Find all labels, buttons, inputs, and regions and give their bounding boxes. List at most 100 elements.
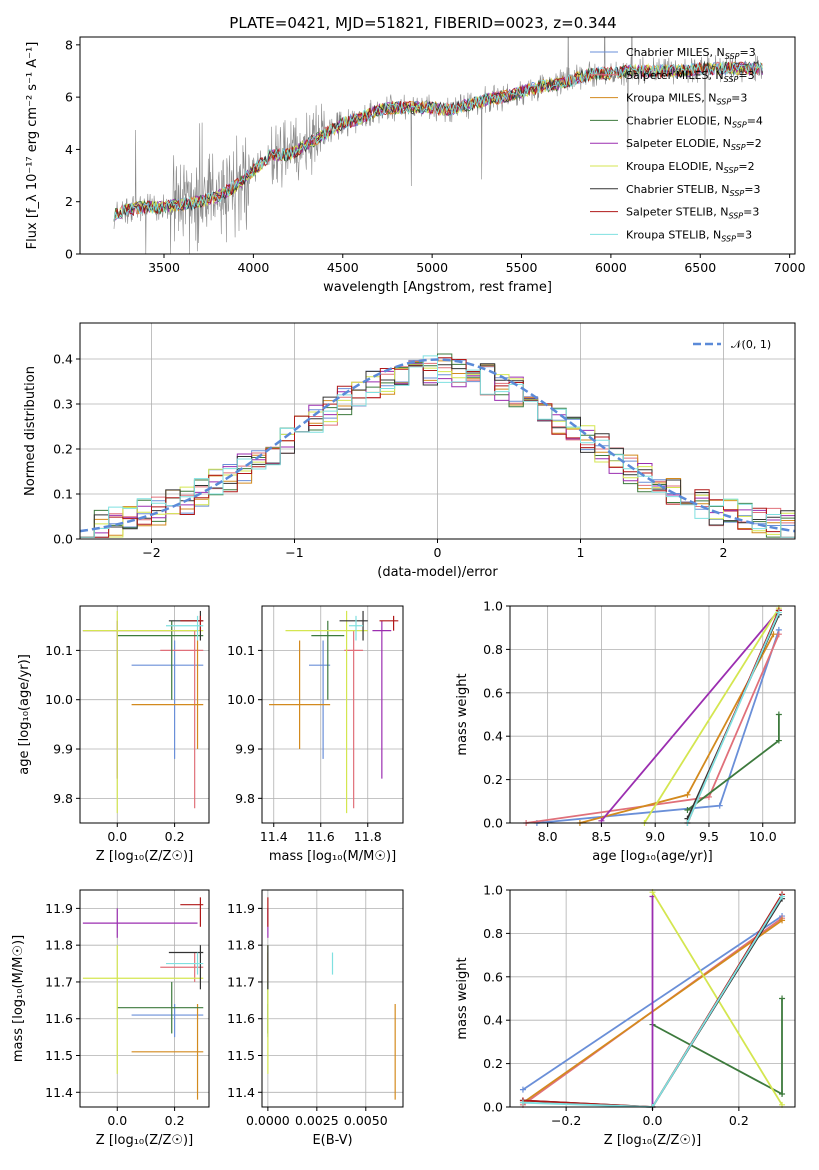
age_vs_mass-ticklabel-x: 11.6 <box>307 829 335 844</box>
residuals-ticklabel-y: 0.2 <box>53 442 73 457</box>
grid-layer <box>80 323 795 1108</box>
mass_weight_vs_age-ticklabel-y: 0.8 <box>483 642 503 657</box>
legend-n-prefix: , N <box>708 69 723 82</box>
legend-n-eq: = <box>739 46 748 59</box>
mass_vs_Z-ticklabel-y: 11.8 <box>45 938 73 953</box>
legend-n-prefix: , N <box>701 92 716 105</box>
spectrum-legend-label: Chabrier MILES, NSSP=3 <box>626 46 756 61</box>
legend-n-prefix: , N <box>710 46 725 59</box>
residuals-ticklabel-y: 0.4 <box>53 352 73 367</box>
mass_weight_vs_age-ticklabel-y: 0.6 <box>483 685 503 700</box>
text-layer: 3500 4000 4500 5000 5500 6000 6500 7000 0 2 4 6 8 wav… <box>11 37 806 1148</box>
mass_weight_vs_Z-ticklabel-y: 0.2 <box>483 1056 503 1071</box>
legend-n-sub: SSP <box>725 52 740 61</box>
mass_weight_vs_age-marker-chabrier_miles <box>716 802 723 809</box>
spectrum-ticklabel-x: 4000 <box>237 260 269 275</box>
mass_weight_vs_age-ticklabel-x: 8.0 <box>538 829 558 844</box>
legend-n-value: 2 <box>755 137 762 150</box>
spectrum-ticklabel-y: 6 <box>65 90 73 105</box>
legend-lib: Kroupa STELIB <box>626 228 706 241</box>
residuals-ticklabel-y: 0.3 <box>53 397 73 412</box>
mass_weight_vs_age-ticklabel-y: 1.0 <box>483 599 503 614</box>
age_vs_Z-ticklabel-x: 0.0 <box>107 829 127 844</box>
residuals-ticklabel-y: 0.0 <box>53 532 73 547</box>
legend-n-eq: = <box>738 160 747 173</box>
age_vs_mass-ticklabel-y: 9.9 <box>235 742 255 757</box>
mass_vs_ebv-ticklabel-x: 0.0050 <box>344 1113 388 1128</box>
spectrum-ticklabel-y: 8 <box>65 37 73 52</box>
legend-n-sub: SSP <box>732 120 747 129</box>
spectrum-legend-label: Kroupa STELIB, NSSP=3 <box>626 228 752 243</box>
residual-legend-label: 𝒩(0, 1) <box>731 338 771 351</box>
residual-gaussian-curve <box>79 358 796 533</box>
spectrum-ticklabel-x: 5000 <box>416 260 448 275</box>
axes-layer <box>76 36 796 1111</box>
age_vs_Z-frame <box>79 605 210 824</box>
mass_weight_vs_Z-line-kroupa_elodie <box>651 891 783 1106</box>
mass_vs_Z-ticklabel-y: 11.7 <box>45 974 73 989</box>
residuals-xlabel: (data-model)/error <box>377 565 498 580</box>
spectrum-model-kroupa_stelib <box>113 61 763 222</box>
legend-n-eq: = <box>746 137 755 150</box>
spectrum-legend-label: Chabrier ELODIE, NSSP=4 <box>626 114 763 129</box>
residuals-ticklabel-x: 0 <box>434 545 442 560</box>
mass_weight_vs_Z-ticklabel-y: 0.0 <box>483 1100 503 1115</box>
spectrum-ticklabel-x: 5500 <box>506 260 538 275</box>
legend-n-value: 3 <box>753 183 760 196</box>
mass_weight_vs_age-ticklabel-x: 8.5 <box>591 829 611 844</box>
age_vs_Z-ticklabel-y: 9.8 <box>53 791 73 806</box>
legend-lib: Salpeter MILES <box>626 69 708 82</box>
mass_weight_vs_age-marker-chabrier_elodie <box>775 711 782 718</box>
mass_vs_ebv-ticklabel-y: 11.5 <box>227 1048 255 1063</box>
spectrum-ylabel: Flux [f_λ 10⁻¹⁷ erg cm⁻² s⁻¹ A⁻¹] <box>25 42 40 250</box>
spectrum-ticklabel-x: 3500 <box>148 260 180 275</box>
legend-n-value: 3 <box>752 206 759 219</box>
age_vs_Z-ylabel: age [log₁₀(age/yr)] <box>17 654 32 775</box>
legend-n-eq: = <box>731 92 740 105</box>
legend-n-sub: SSP <box>731 143 746 152</box>
spectrum-frame <box>79 36 796 255</box>
spectrum-ticklabel-y: 0 <box>65 247 73 262</box>
legend-n-value: 3 <box>748 69 755 82</box>
spectrum-ticklabel-x: 6500 <box>684 260 716 275</box>
mass_weight_vs_Z-ticklabel-x: 0.2 <box>729 1113 749 1128</box>
residuals-ticklabel-x: 1 <box>577 545 585 560</box>
mass_weight_vs_Z-marker-kroupa_miles <box>779 917 786 924</box>
mass_weight_vs_age-marker-salpeter_miles <box>775 631 782 638</box>
legend-lib: Salpeter STELIB <box>626 206 713 219</box>
spectrum-ticklabel-x: 7000 <box>774 260 806 275</box>
residuals-frame <box>79 322 796 540</box>
legend-n-prefix: , N <box>714 183 729 196</box>
age_vs_Z-ticklabel-y: 9.9 <box>53 742 73 757</box>
mass_vs_Z-ticklabel-x: 0.0 <box>107 1113 127 1128</box>
spectrum-legend-label: Salpeter STELIB, NSSP=3 <box>626 206 759 221</box>
spectrum-legend-label: Kroupa ELODIE, NSSP=2 <box>626 160 755 175</box>
age_vs_mass-ticklabel-y: 10.0 <box>227 692 255 707</box>
mass_weight_vs_Z-frame <box>509 889 796 1108</box>
legend-n-sub: SSP <box>728 212 743 221</box>
residuals-ticklabel-y: 0.1 <box>53 487 73 502</box>
mass_weight_vs_age-line-salpeter_elodie <box>600 609 780 822</box>
legend-n-eq: = <box>747 114 756 127</box>
legend-lib: Kroupa MILES <box>626 92 701 105</box>
mass_weight_vs_age-ticklabel-x: 9.0 <box>645 829 665 844</box>
legend-n-prefix: , N <box>706 228 721 241</box>
mass_weight_vs_Z-marker-chabrier_elodie <box>779 1090 786 1097</box>
legend-n-eq: = <box>738 69 747 82</box>
mass_vs_Z-ticklabel-y: 11.4 <box>45 1085 73 1100</box>
legend-n-value: 2 <box>748 160 755 173</box>
spectrum-xlabel: wavelength [Angstrom, rest frame] <box>323 280 552 295</box>
mass_weight_vs_age-line-chabrier_miles <box>536 629 780 824</box>
mass_weight_vs_age-marker-kroupa_stelib <box>775 609 782 616</box>
mass_weight_vs_Z-ticklabel-x: −0.2 <box>551 1113 581 1128</box>
mass_weight_vs_age-line-salpeter_miles <box>525 633 780 824</box>
legend-n-prefix: , N <box>716 137 731 150</box>
mass_vs_Z-ticklabel-y: 11.6 <box>45 1011 73 1026</box>
mass_weight_vs_Z-ticklabel-y: 0.4 <box>483 1013 503 1028</box>
mass_vs_ebv-ticklabel-y: 11.6 <box>227 1011 255 1026</box>
legend-n-sub: SSP <box>724 166 739 175</box>
age_vs_mass-ticklabel-y: 9.8 <box>235 791 255 806</box>
mass_vs_Z-ticklabel-y: 11.9 <box>45 901 73 916</box>
mass_weight_vs_Z-marker-kroupa_stelib <box>779 893 786 900</box>
mass_vs_ebv-ticklabel-x: 0.0000 <box>246 1113 290 1128</box>
